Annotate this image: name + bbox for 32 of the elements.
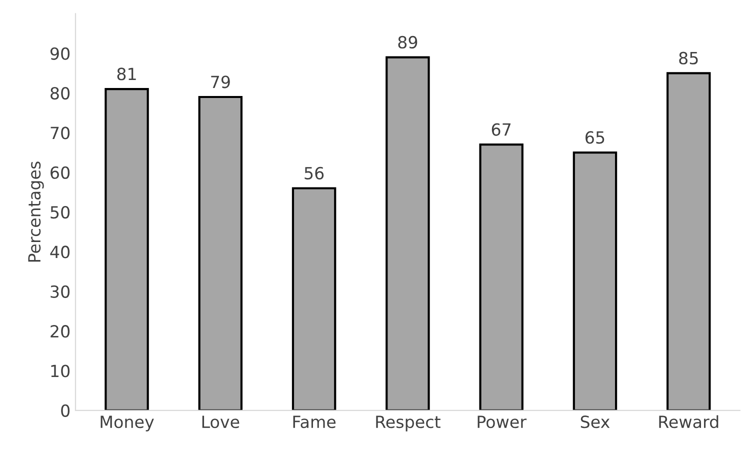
y-tick-label: 50	[50, 206, 70, 219]
x-tick-label: Sex	[580, 416, 610, 428]
y-tick-label: 60	[50, 166, 70, 179]
data-label: 81	[117, 68, 136, 80]
data-label: 85	[679, 52, 698, 64]
y-tick-label: 40	[50, 246, 70, 258]
bar	[386, 56, 430, 410]
y-tick-label: 10	[51, 364, 70, 378]
data-label: 79	[211, 76, 230, 88]
y-tick-label: 0	[61, 404, 70, 417]
y-tick-label: 90	[50, 47, 70, 60]
data-label: 67	[492, 123, 511, 136]
y-axis-title: Percentages	[28, 162, 44, 262]
x-tick-label: Reward	[659, 415, 718, 428]
x-tick-label: Power	[478, 416, 527, 428]
x-tick-label: Respect	[376, 416, 440, 432]
y-tick-label: 70	[50, 126, 70, 140]
bar	[666, 72, 711, 410]
y-tick-label: 80	[50, 86, 70, 100]
bar	[572, 151, 618, 410]
data-label: 56	[304, 166, 324, 180]
x-tick-label: Love	[202, 416, 240, 428]
x-tick-label: Fame	[293, 416, 336, 428]
y-tick-label: 30	[50, 285, 70, 298]
data-label: 65	[586, 131, 604, 144]
y-tick-label: 20	[50, 325, 70, 338]
x-tick-label: Money	[100, 416, 154, 432]
bar	[104, 88, 149, 410]
data-label: 89	[398, 36, 418, 49]
bar	[479, 144, 524, 410]
bar	[198, 96, 243, 410]
bar	[292, 187, 336, 410]
